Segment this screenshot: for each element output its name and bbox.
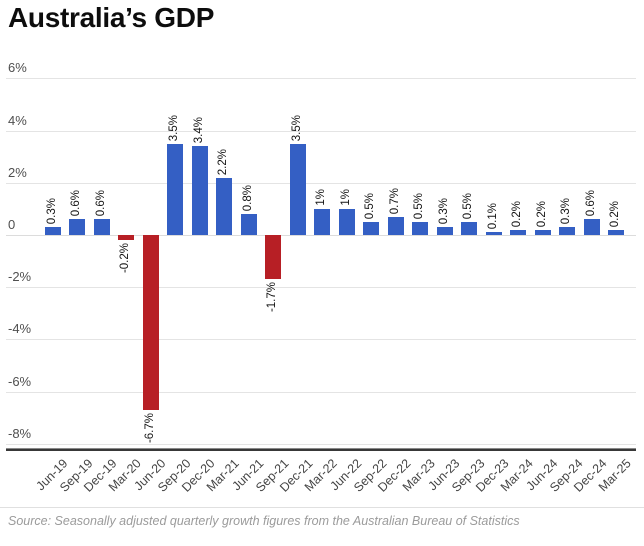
bar-value-label: 3.4% xyxy=(192,117,208,143)
bar-value-text: 0.6% xyxy=(70,189,83,216)
bar-mar-20 xyxy=(118,235,134,240)
bar-value-label: 0.2% xyxy=(535,201,551,227)
bar-value-label: 1% xyxy=(339,189,355,206)
bar-value-label: 0.8% xyxy=(241,185,257,211)
bar-value-label: 0.1% xyxy=(486,203,502,229)
gridline xyxy=(6,183,636,184)
x-axis-line xyxy=(6,449,636,451)
gridline xyxy=(6,131,636,132)
bar-value-text: 0.3% xyxy=(46,197,59,224)
gridline xyxy=(6,235,636,236)
bar-jun-19 xyxy=(45,227,61,235)
bar-mar-25 xyxy=(608,230,624,235)
bar-dec-20 xyxy=(192,146,208,235)
source-note: Source: Seasonally adjusted quarterly gr… xyxy=(8,514,520,528)
bar-sep-19 xyxy=(69,219,85,235)
bar-value-text: 0.3% xyxy=(560,197,573,224)
y-axis-label: -4% xyxy=(8,321,32,336)
footer-divider xyxy=(0,507,644,508)
bar-value-text: 0.6% xyxy=(585,189,598,216)
bar-jun-21 xyxy=(241,214,257,235)
y-axis-label: 2% xyxy=(8,165,27,180)
bar-value-label: 3.5% xyxy=(290,115,306,141)
bar-value-text: 0.7% xyxy=(389,187,402,214)
bar-value-text: -6.7% xyxy=(144,413,157,444)
bar-value-text: 1% xyxy=(340,189,353,206)
bar-value-text: 0.2% xyxy=(536,200,549,227)
y-axis-label: 0 xyxy=(8,217,16,232)
bar-value-label: -6.7% xyxy=(143,413,159,443)
bar-jun-23 xyxy=(437,227,453,235)
y-axis-label: -2% xyxy=(8,269,32,284)
bar-mar-21 xyxy=(216,178,232,235)
bar-value-label: 2.2% xyxy=(216,149,232,175)
bar-value-label: 0.2% xyxy=(510,201,526,227)
y-axis-label: -6% xyxy=(8,374,32,389)
bar-value-text: 0.8% xyxy=(242,184,255,211)
bar-value-text: 0.2% xyxy=(511,200,524,227)
bar-dec-23 xyxy=(486,232,502,235)
bar-value-text: 0.3% xyxy=(438,197,451,224)
bar-value-text: 3.5% xyxy=(291,114,304,141)
bar-value-label: 1% xyxy=(314,189,330,206)
bar-sep-22 xyxy=(363,222,379,235)
bar-value-text: 0.5% xyxy=(462,192,475,219)
bar-dec-21 xyxy=(290,144,306,235)
bar-dec-22 xyxy=(388,217,404,235)
bar-value-label: -1.7% xyxy=(265,282,281,312)
bar-mar-24 xyxy=(510,230,526,235)
bar-value-label: 0.5% xyxy=(461,193,477,219)
y-axis-label: 6% xyxy=(8,60,27,75)
chart-title: Australia’s GDP xyxy=(8,2,215,33)
bar-value-label: 3.5% xyxy=(167,115,183,141)
bar-value-label: 0.6% xyxy=(584,190,600,216)
bar-sep-21 xyxy=(265,235,281,279)
bar-value-text: -1.7% xyxy=(266,282,279,313)
bar-value-label: 0.3% xyxy=(45,198,61,224)
bar-value-label: 0.2% xyxy=(608,201,624,227)
bar-value-text: 0.5% xyxy=(364,192,377,219)
bar-sep-24 xyxy=(559,227,575,235)
bar-value-label: 0.5% xyxy=(363,193,379,219)
bar-value-label: 0.3% xyxy=(559,198,575,224)
bar-value-label: 0.5% xyxy=(412,193,428,219)
bar-value-text: -0.2% xyxy=(119,243,132,274)
bar-mar-23 xyxy=(412,222,428,235)
bar-jun-22 xyxy=(339,209,355,235)
bar-value-text: 3.4% xyxy=(193,116,206,143)
bar-value-text: 0.1% xyxy=(487,202,500,229)
bar-value-text: 0.6% xyxy=(95,189,108,216)
bar-value-text: 0.5% xyxy=(413,192,426,219)
bar-jun-24 xyxy=(535,230,551,235)
bar-jun-20 xyxy=(143,235,159,410)
gridline xyxy=(6,392,636,393)
bar-dec-24 xyxy=(584,219,600,235)
gridline xyxy=(6,444,636,445)
bar-value-label: 0.3% xyxy=(437,198,453,224)
gridline xyxy=(6,287,636,288)
bar-value-label: 0.6% xyxy=(69,190,85,216)
bar-dec-19 xyxy=(94,219,110,235)
bar-mar-22 xyxy=(314,209,330,235)
y-axis-label: 4% xyxy=(8,113,27,128)
bar-value-label: 0.7% xyxy=(388,188,404,214)
gridline xyxy=(6,339,636,340)
bar-value-label: 0.6% xyxy=(94,190,110,216)
x-axis-line xyxy=(6,448,636,449)
bar-value-text: 0.2% xyxy=(609,200,622,227)
bar-sep-20 xyxy=(167,144,183,235)
bar-value-text: 1% xyxy=(315,189,328,206)
bar-sep-23 xyxy=(461,222,477,235)
y-axis-label: -8% xyxy=(8,426,32,441)
bar-value-label: -0.2% xyxy=(118,243,134,273)
gridline xyxy=(6,78,636,79)
bar-value-text: 2.2% xyxy=(217,148,230,175)
bar-value-text: 3.5% xyxy=(168,114,181,141)
